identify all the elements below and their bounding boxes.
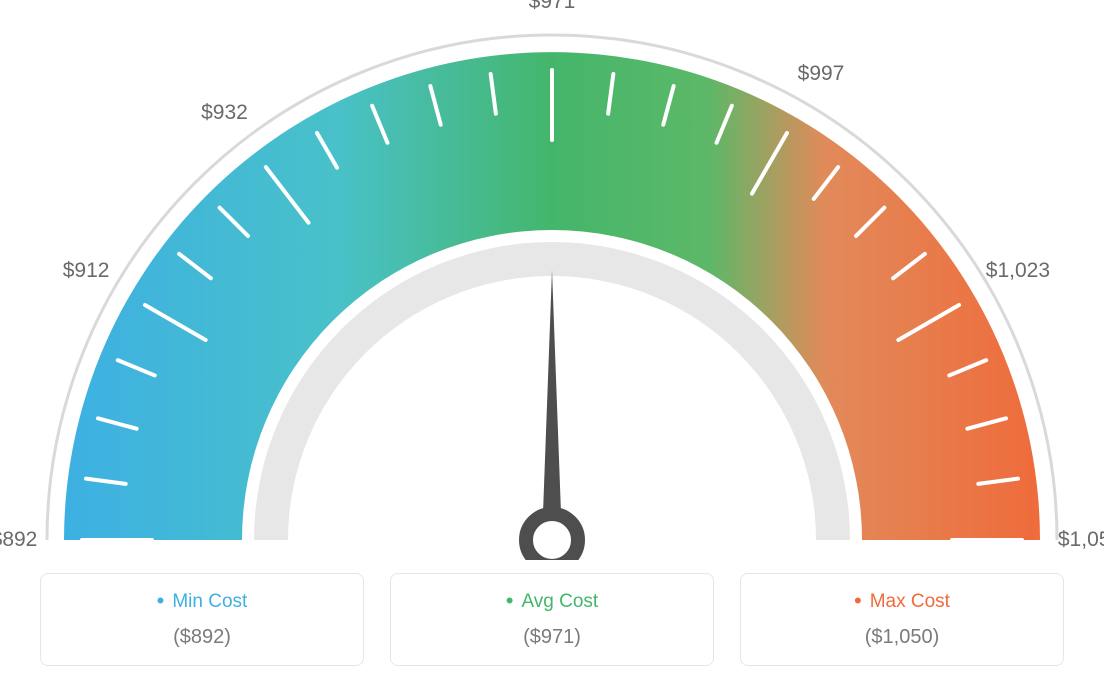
gauge-scale-label: $997 xyxy=(798,62,845,86)
gauge-scale-label: $912 xyxy=(63,259,110,283)
gauge-scale-label: $971 xyxy=(529,0,576,14)
gauge-svg xyxy=(0,0,1104,560)
legend-title-min: Min Cost xyxy=(51,588,353,614)
legend-card-avg: Avg Cost ($971) xyxy=(390,573,714,666)
legend-card-max: Max Cost ($1,050) xyxy=(740,573,1064,666)
legend-row: Min Cost ($892) Avg Cost ($971) Max Cost… xyxy=(40,573,1064,666)
gauge-scale-label: $932 xyxy=(201,101,248,125)
legend-card-min: Min Cost ($892) xyxy=(40,573,364,666)
gauge-needle-hub xyxy=(526,514,578,560)
legend-value-avg: ($971) xyxy=(401,626,703,649)
gauge-needle xyxy=(542,270,562,540)
gauge-chart-container: $892 $912 $932 $971 $997 $1,023 $1,050 Min Cos… xyxy=(0,0,1104,690)
gauge-scale-label: $892 xyxy=(0,528,37,552)
legend-value-max: ($1,050) xyxy=(751,626,1053,649)
gauge-scale-label: $1,050 xyxy=(1058,528,1104,552)
gauge-scale-label: $1,023 xyxy=(986,259,1050,283)
legend-value-min: ($892) xyxy=(51,626,353,649)
legend-title-avg: Avg Cost xyxy=(401,588,703,614)
gauge-area: $892 $912 $932 $971 $997 $1,023 $1,050 xyxy=(0,0,1104,560)
legend-title-max: Max Cost xyxy=(751,588,1053,614)
